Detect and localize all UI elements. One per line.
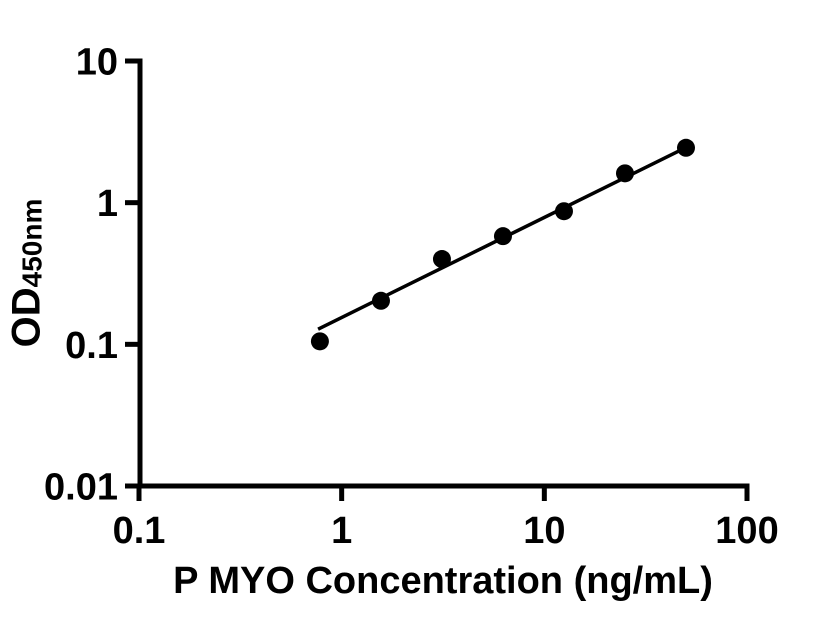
y-tick-label: 10 xyxy=(76,42,118,84)
y-axis-title: OD450nm xyxy=(5,199,50,348)
x-tick-label: 1 xyxy=(331,510,352,552)
y-tick-label: 1 xyxy=(97,183,118,225)
data-point xyxy=(310,332,329,351)
y-tick-label: 0.01 xyxy=(44,467,118,509)
data-point xyxy=(676,138,695,157)
data-point xyxy=(432,250,451,269)
data-point xyxy=(493,227,512,246)
data-point xyxy=(554,202,573,221)
x-tick-label: 100 xyxy=(715,510,778,552)
y-axis-title-main: OD xyxy=(4,287,49,348)
data-point xyxy=(371,291,390,310)
y-tick-label: 0.1 xyxy=(65,325,118,367)
data-point xyxy=(615,164,634,183)
x-tick-label: 10 xyxy=(523,510,565,552)
x-tick-label: 0.1 xyxy=(113,510,166,552)
y-axis-title-subscript: 450nm xyxy=(16,198,48,288)
x-axis-title: P MYO Concentration (ng/mL) xyxy=(173,560,713,602)
